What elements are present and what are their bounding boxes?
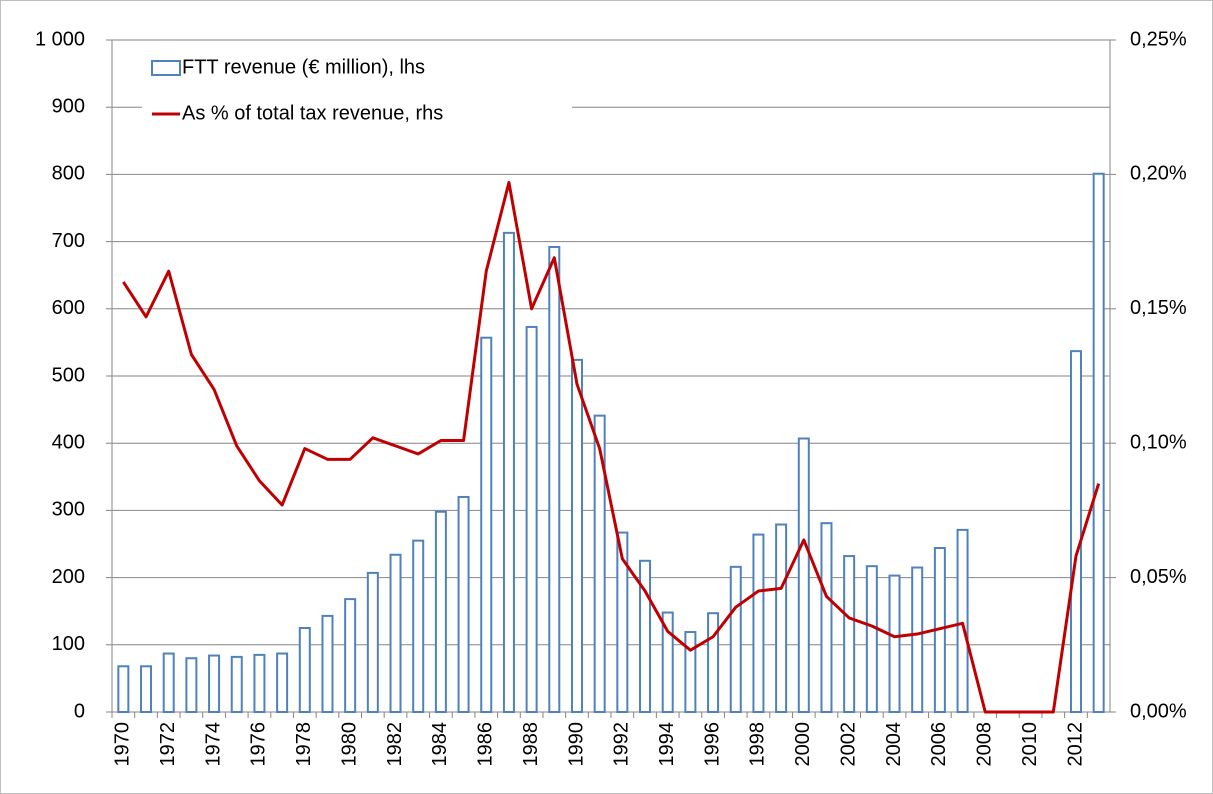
y2-tick-label: 0,05% [1130,566,1187,588]
y2-tick-label: 0,00% [1130,700,1187,722]
y-tick-label: 1 000 [35,28,85,50]
legend-label: FTT revenue (€ million), lhs [182,56,425,78]
bar [639,559,652,713]
x-tick-label: 1988 [520,722,542,767]
bar [298,627,311,713]
bar [684,631,697,713]
y2-tick-label: 0,15% [1130,297,1187,319]
legend-box [142,42,572,132]
x-tick-label: 1974 [202,722,224,767]
x-tick-label: 1980 [338,722,360,767]
y-tick-label: 300 [52,499,85,521]
y-tick-label: 600 [52,297,85,319]
bar [956,528,969,713]
bar [321,614,334,713]
y-tick-label: 400 [52,431,85,453]
y-tick-label: 100 [52,633,85,655]
y-tick-label: 700 [52,230,85,252]
bar [185,657,198,713]
bar [162,652,175,714]
y-tick-label: 800 [52,163,85,185]
bar [276,652,289,714]
bar [820,522,833,714]
legend-swatch [151,60,181,76]
x-tick-label: 1992 [611,722,633,767]
bar [570,358,583,713]
bar [117,665,130,714]
bar [412,539,425,714]
x-tick-label: 1976 [248,722,270,767]
y2-tick-label: 0,10% [1130,431,1187,453]
legend-label: As % of total tax revenue, rhs [182,102,443,124]
y2-tick-label: 0,20% [1130,163,1187,185]
bar [729,565,742,714]
bar [140,665,153,714]
x-tick-label: 1984 [429,722,451,767]
x-tick-label: 1978 [293,722,315,767]
x-tick-label: 2008 [974,722,996,767]
y-tick-label: 900 [52,95,85,117]
bar [344,598,357,713]
y-tick-label: 500 [52,364,85,386]
x-tick-label: 1996 [701,722,723,767]
x-tick-label: 1994 [656,722,678,767]
bar [253,653,266,714]
x-tick-label: 1998 [747,722,769,767]
x-tick-label: 1970 [112,722,134,767]
x-tick-label: 1986 [475,722,497,767]
bar [843,555,856,714]
x-tick-label: 2004 [883,722,905,767]
x-tick-label: 2006 [928,722,950,767]
bar [366,571,379,713]
bar [797,437,810,713]
y-tick-label: 200 [52,566,85,588]
x-tick-label: 1982 [384,722,406,767]
bar [1092,172,1105,713]
bar [707,612,720,713]
bar [616,531,629,713]
bar [480,336,493,713]
x-tick-label: 1972 [157,722,179,767]
bar [230,655,243,713]
bar [865,565,878,714]
bar [775,523,788,714]
x-tick-label: 1990 [565,722,587,767]
bar [208,654,221,713]
bar [502,231,515,713]
y-tick-label: 0 [74,700,85,722]
bar [911,566,924,714]
bar [888,574,901,713]
bar [525,325,538,713]
bar [752,533,765,713]
x-tick-label: 2012 [1064,722,1086,767]
line [122,180,1101,714]
bar [434,510,447,713]
x-tick-label: 2002 [837,722,859,767]
bar [548,245,561,713]
x-tick-label: 2010 [1019,722,1041,767]
bar [661,611,674,714]
bar [593,414,606,713]
bar [457,495,470,713]
y2-tick-label: 0,25% [1130,28,1187,50]
x-tick-label: 2000 [792,722,814,767]
bar [389,553,402,714]
bar [1069,350,1082,713]
